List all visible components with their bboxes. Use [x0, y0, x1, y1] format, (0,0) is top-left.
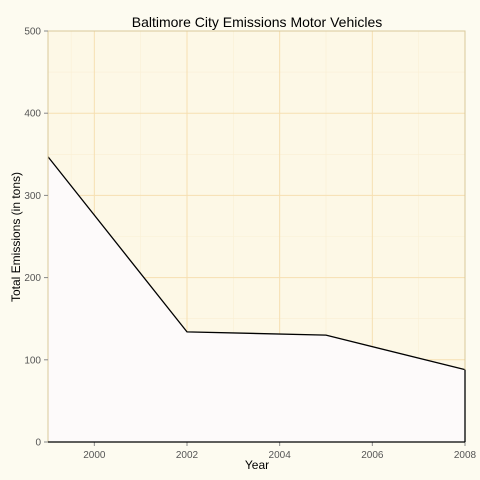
y-tick-label: 300 [24, 191, 41, 202]
y-tick-label: 200 [24, 273, 41, 284]
y-tick-label: 400 [24, 109, 41, 120]
y-axis-ticks: 0 100 200 300 400 500 [24, 27, 48, 449]
chart-title: Baltimore City Emissions Motor Vehicles [132, 14, 383, 30]
x-tick-label: 2008 [454, 450, 477, 461]
y-axis-label: Total Emissions (in tons) [9, 172, 23, 302]
x-tick-label: 2006 [361, 450, 384, 461]
emissions-area [48, 156, 465, 443]
y-tick-label: 0 [35, 438, 41, 449]
x-tick-label: 2004 [269, 450, 292, 461]
x-axis-label: Year [245, 458, 269, 472]
y-tick-label: 500 [24, 27, 41, 38]
x-tick-label: 2000 [83, 450, 106, 461]
x-tick-label: 2002 [176, 450, 199, 461]
x-axis-ticks: 2000 2002 2004 2006 2008 [83, 442, 477, 461]
y-tick-label: 100 [24, 355, 41, 366]
emissions-line [47, 156, 466, 371]
